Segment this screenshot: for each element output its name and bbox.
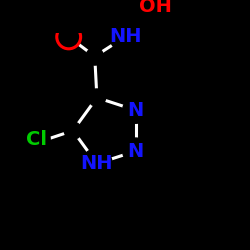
Text: Cl: Cl	[26, 130, 46, 149]
Text: N: N	[128, 142, 144, 161]
Text: OH: OH	[139, 0, 172, 16]
Circle shape	[123, 97, 149, 123]
Text: NH: NH	[109, 28, 141, 46]
Circle shape	[64, 122, 82, 139]
Circle shape	[123, 138, 149, 164]
Text: N: N	[128, 101, 144, 120]
Circle shape	[88, 89, 106, 106]
Circle shape	[22, 125, 50, 154]
Circle shape	[82, 148, 112, 179]
Circle shape	[110, 22, 140, 52]
Circle shape	[86, 48, 104, 65]
Circle shape	[142, 0, 170, 20]
Text: NH: NH	[81, 154, 113, 173]
Circle shape	[57, 25, 81, 49]
